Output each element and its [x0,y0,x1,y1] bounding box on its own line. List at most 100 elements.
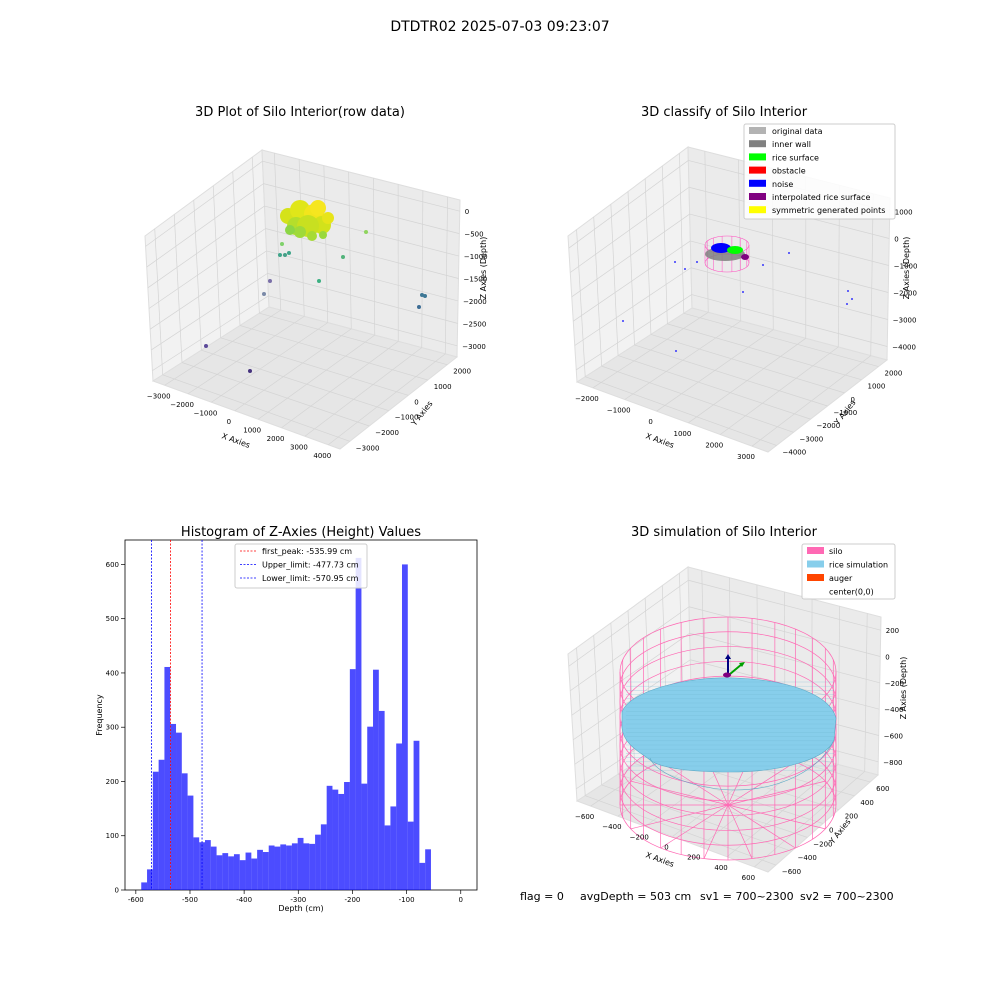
raw-point [268,279,272,283]
simulation-3d-x-tick: −600 [575,813,594,821]
histogram-x-tick: -500 [182,896,198,904]
classify-3d-y-tick: −4000 [783,448,807,456]
histogram-bar [147,869,153,890]
histogram-bar [280,844,287,890]
simulation-3d-ticks: −600−400−2000200400600−600−400−200020040… [575,627,904,882]
silo-floor-spoke [727,804,753,859]
classify-3d-grid-z-wall [574,267,692,346]
silo-floor-spoke [727,804,826,830]
simulation-3d-y-tick: 0 [829,827,833,835]
classify-3d-grid-z [691,294,888,347]
classify-3d-grid-y [683,312,879,367]
histogram-x-tick: -600 [128,896,144,904]
classify-noise-point [674,261,676,263]
classify-3d-grid-y-wall [644,178,652,335]
classify-legend-label: symmetric generated points [772,206,885,215]
raw-3d-z-tick: −3000 [462,343,486,351]
histogram-bar [222,853,229,890]
raw-point [278,253,282,257]
raw-3d-grid-z-wall [152,295,269,371]
silo-floor-spoke [727,761,796,806]
classify-3d-y-tick: −3000 [800,435,824,443]
histogram-bar [181,773,188,890]
raw-rice-cluster [310,200,326,216]
histogram-bar [286,845,292,890]
raw-rice-cluster [285,225,295,235]
classify-legend-swatch [749,166,766,174]
simulation-3d-y-tick: −400 [798,854,817,862]
simulation-3d-plot: 3D simulation of Silo Interior −600−400−… [567,525,908,882]
simulation-3d-grid-x-back [864,613,868,772]
simulation-3d-z-tick: −800 [883,759,902,767]
simulation-3d-grid-x-back [837,606,840,765]
histogram-bar [303,843,310,890]
classify-3d-y-tick: −2000 [817,422,841,430]
histogram-y-tick: 400 [106,669,119,677]
classify-noise-point [713,247,715,249]
raw-3d-grid-x [328,353,446,446]
histogram-y-tick: 100 [106,832,119,840]
raw-3d-grid-z-wall [146,183,264,268]
simulation-legend-label: rice simulation [829,561,888,570]
rice-surface-body [621,677,837,773]
simulation-3d-grid-z-wall [570,606,690,692]
classify-rice-surface [727,246,743,254]
raw-3d-x-tick: 4000 [313,452,331,460]
raw-point [280,242,284,246]
simulation-3d-grid-y-wall [576,647,586,796]
simulation-3d-grid-z [688,606,881,657]
classify-3d-y-tick: 1000 [868,383,886,391]
raw-3d-points [204,200,427,373]
classify-legend-swatch [749,206,766,214]
raw-3d-z-tick: −2500 [463,320,487,328]
simulation-3d-grid-y [617,773,808,838]
classify-3d-z-tick: 1000 [895,209,913,217]
classify-3d-grid-y [601,365,794,433]
simulation-legend-box [801,543,896,600]
classify-noise-point [846,303,848,305]
raw-3d-grid-z-wall [147,205,265,289]
histogram-legend-box [234,543,368,589]
classify-interpolated [741,254,749,260]
silo-floor-spoke [727,804,796,849]
histogram-ticks: -600 -500 -400 -300 -200 -100 0 0 100 200 300 400 50… [106,561,463,904]
simulation-3d-x-tick: 0 [664,844,668,852]
classify-legend-swatch [749,193,766,200]
raw-point [283,253,287,257]
simulation-3d-z-tick: 200 [886,627,899,635]
raw-rice-cluster [307,231,317,241]
histogram-bar [158,759,165,890]
classify-3d-grid-z [689,213,889,266]
classify-noise-cluster [711,243,731,253]
histogram-bar [396,743,402,890]
histogram-bar [407,821,414,890]
raw-3d-grid-y [220,337,409,396]
simulation-3d-grid-y-wall [610,622,619,775]
histogram-bar [204,840,211,890]
classify-3d-grid-z-wall [568,160,689,249]
raw-3d-x-tick: −1000 [194,409,218,417]
auger-arrowhead-green [739,662,745,667]
classify-3d-z-tick: −1000 [894,263,918,271]
histogram-bar [413,740,420,890]
classify-3d-grid-y [585,376,777,446]
classify-noise-point [762,264,764,266]
histogram-plot: Histogram of Z-Axies (Height) Values -60… [95,525,478,913]
raw-3d-y-tick: 2000 [453,368,471,376]
raw-3d-ticks: −3000−2000−100001000200030004000−3000−20… [147,208,488,460]
histogram-bar [257,849,263,890]
classify-noise-point [742,291,744,293]
simulation-legend-swatch [807,574,824,581]
simulation-legend-label: auger [829,574,853,583]
classify-legend: original data inner wall rice surface obsta… [743,123,896,220]
classify-3d-x-tick: −2000 [575,395,599,403]
classify-3d-z-tick: −4000 [892,344,916,352]
classify-legend-label: interpolated rice surface [772,193,870,202]
histogram-bar [152,771,159,890]
classify-legend-swatch [749,179,766,187]
histogram-bar [210,846,217,890]
histogram-ylabel: Frequency [95,694,104,736]
raw-3d-title: 3D Plot of Silo Interior(row data) [195,105,405,120]
raw-3d-y-tick: −1000 [395,414,419,422]
raw-3d-grid-y [162,374,350,442]
